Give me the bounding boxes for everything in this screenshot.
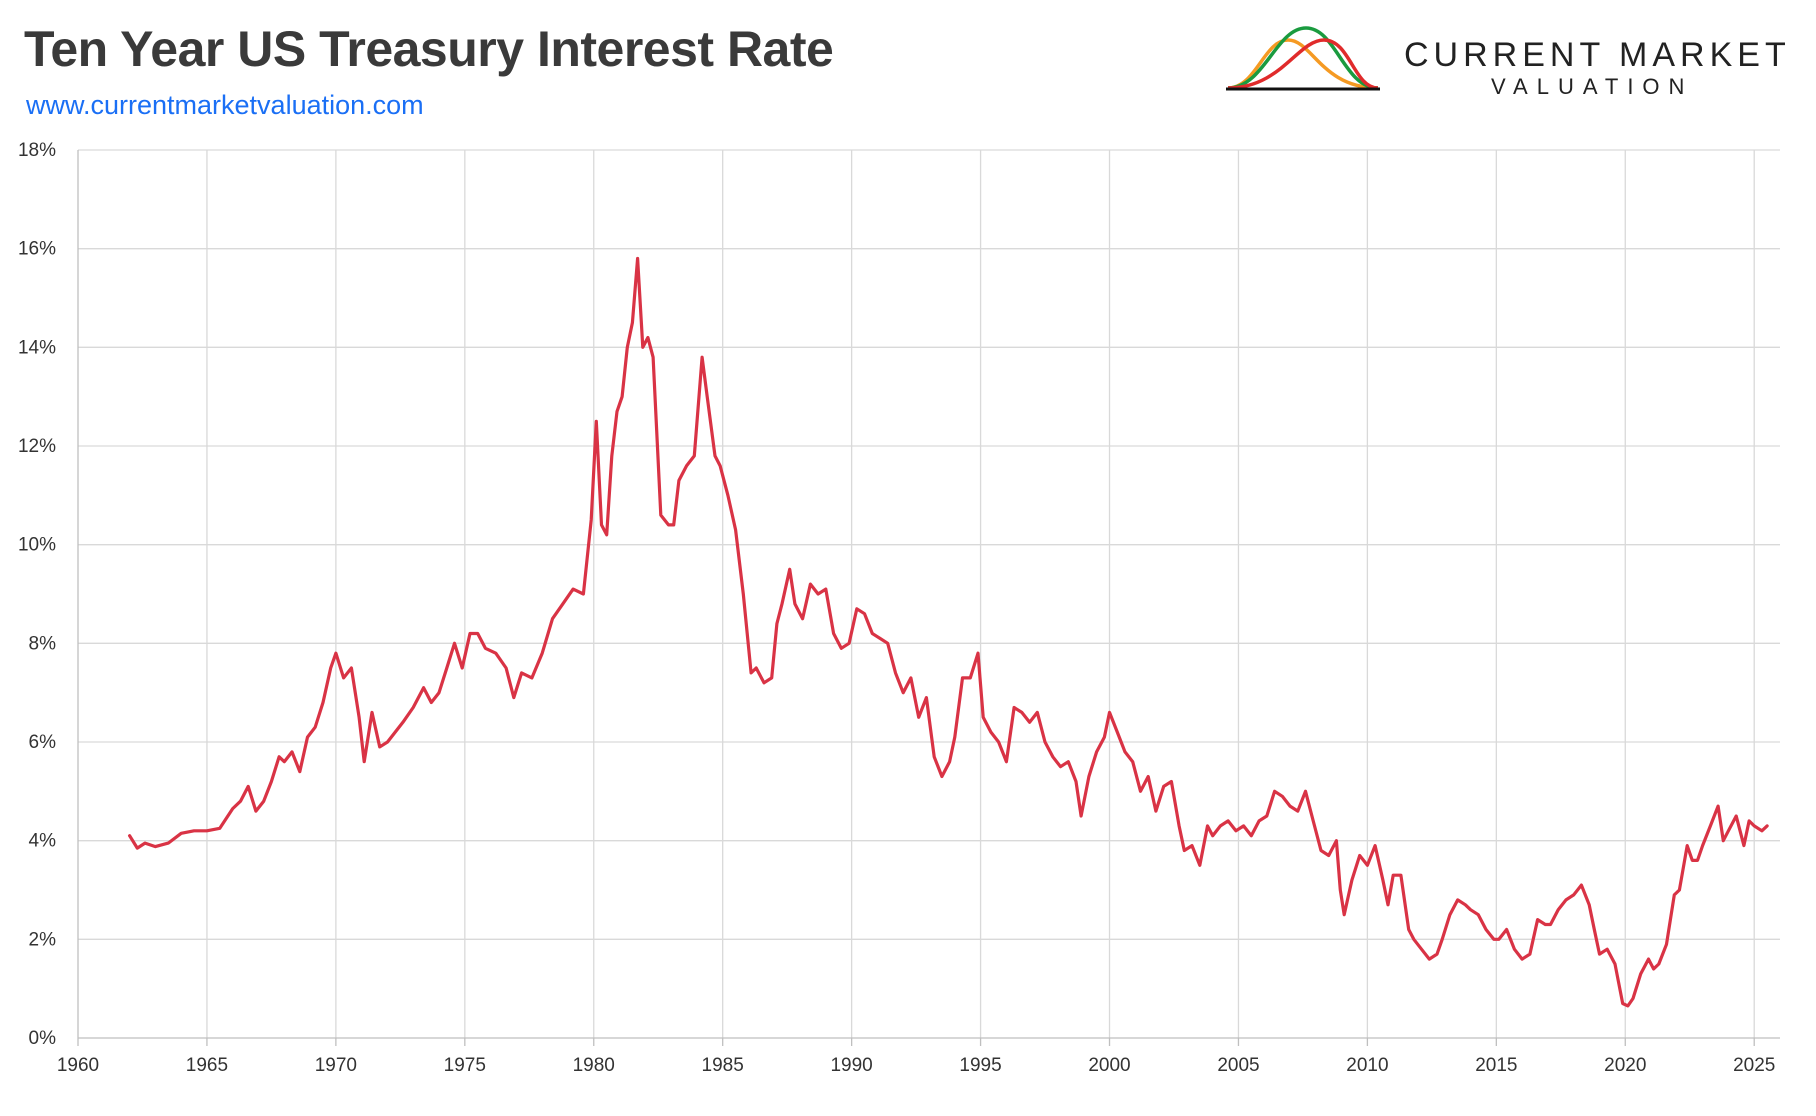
x-tick-label: 1960: [57, 1055, 99, 1076]
y-tick-label: 12%: [18, 436, 56, 457]
logo-curve-red: [1227, 38, 1379, 90]
x-tick-label: 1990: [830, 1055, 872, 1076]
logo-curve-orange: [1227, 38, 1379, 90]
y-tick-label: 0%: [29, 1028, 57, 1049]
x-tick-label: 2000: [1088, 1055, 1130, 1076]
y-tick-label: 14%: [18, 337, 56, 358]
x-tick-label: 1985: [702, 1055, 744, 1076]
series-layer: [128, 256, 1769, 1008]
x-tick-label: 1970: [315, 1055, 357, 1076]
y-tick-label: 2%: [29, 929, 57, 950]
tick-labels: 0% 2% 4% 6% 8% 10% 12% 14% 16% 18% 1960 1965 1970 197…: [18, 140, 1775, 1076]
axes: [77, 150, 1780, 1046]
x-tick-label: 2010: [1346, 1055, 1388, 1076]
bell-curves-logo-icon: [1226, 26, 1380, 91]
x-tick-label: 2005: [1217, 1055, 1259, 1076]
x-tick-label: 2015: [1475, 1055, 1517, 1076]
y-tick-label: 16%: [18, 239, 56, 260]
brand-name: CURRENT MARKET: [1404, 36, 1791, 74]
logo-curve-green: [1227, 26, 1379, 90]
y-tick-label: 6%: [29, 732, 57, 753]
brand-block: CURRENT MARKET VALUATION: [1226, 22, 1806, 112]
y-tick-label: 10%: [18, 535, 56, 556]
x-tick-label: 1965: [186, 1055, 228, 1076]
x-tick-label: 1995: [959, 1055, 1001, 1076]
website-link[interactable]: www.currentmarketvaluation.com: [26, 90, 424, 120]
brand-subtitle: VALUATION: [1491, 74, 1694, 99]
x-tick-label: 2020: [1604, 1055, 1646, 1076]
x-tick-label: 2025: [1733, 1055, 1775, 1076]
y-tick-label: 4%: [29, 831, 57, 852]
series-line-0: [128, 256, 1769, 1008]
x-tick-label: 1975: [444, 1055, 486, 1076]
y-tick-label: 8%: [29, 633, 57, 654]
chart-title: Ten Year US Treasury Interest Rate: [24, 21, 834, 77]
x-tick-label: 1980: [573, 1055, 615, 1076]
grid-lines: [78, 149, 1780, 1038]
y-tick-label: 18%: [18, 140, 56, 161]
